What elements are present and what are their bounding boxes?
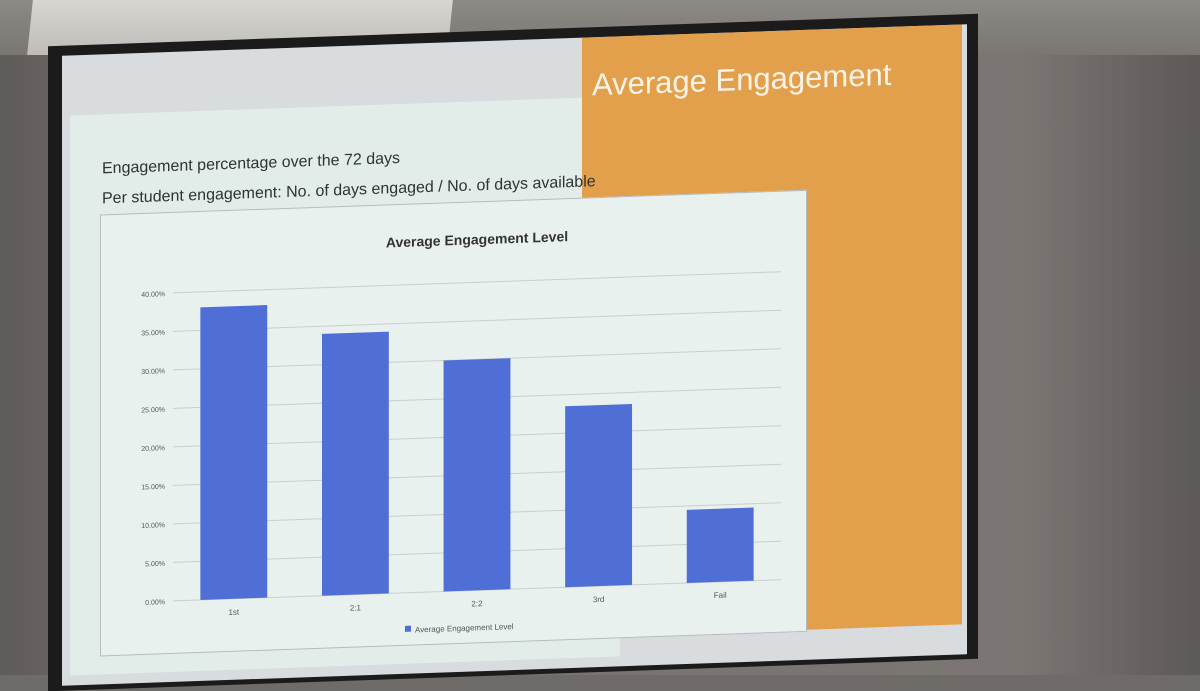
x-tick-label: 1st — [228, 608, 239, 617]
x-tick-label: Fail — [714, 591, 727, 600]
projection-screen: Average Engagement Engagement percentage… — [62, 24, 967, 686]
presentation-slide: Average Engagement Engagement percentage… — [62, 24, 962, 676]
bar — [686, 507, 754, 583]
bar — [565, 403, 633, 588]
y-tick-label: 0.00% — [145, 599, 165, 607]
x-tick-label: 2:2 — [471, 599, 483, 608]
gridline — [173, 309, 781, 332]
y-tick-label: 35.00% — [141, 330, 165, 338]
y-tick-label: 25.00% — [141, 407, 165, 415]
y-tick-label: 10.00% — [141, 522, 165, 530]
bar — [443, 358, 511, 592]
gridline — [173, 271, 781, 294]
legend-swatch — [405, 625, 411, 632]
y-tick-label: 15.00% — [141, 484, 165, 492]
y-tick-label: 40.00% — [141, 291, 165, 299]
y-tick-label: 5.00% — [145, 561, 165, 569]
x-tick-label: 3rd — [593, 595, 605, 604]
y-tick-label: 30.00% — [141, 368, 165, 376]
x-tick-label: 2:1 — [350, 603, 362, 612]
legend-label: Average Engagement Level — [415, 622, 514, 634]
chart-container: Average Engagement Level 0.00% 5.00% 10.00%… — [100, 189, 807, 657]
bar-chart: Average Engagement Level 0.00% 5.00% 10.00%… — [141, 228, 781, 634]
y-tick-label: 20.00% — [141, 445, 165, 453]
chart-title: Average Engagement Level — [386, 228, 568, 250]
bar — [200, 305, 268, 600]
bar — [321, 331, 389, 596]
